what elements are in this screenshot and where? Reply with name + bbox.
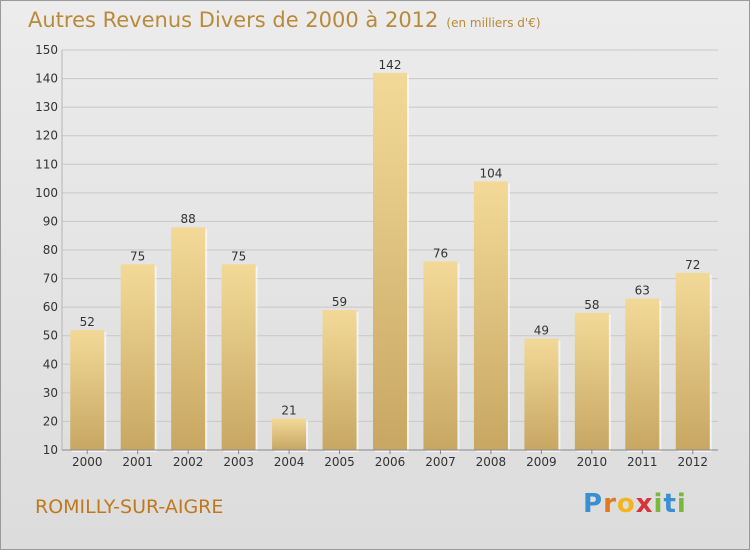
x-tick-label: 2008: [476, 455, 507, 469]
value-label: 63: [635, 284, 650, 298]
chart-title: Autres Revenus Divers de 2000 à 2012 (en …: [28, 8, 541, 32]
value-label: 88: [181, 212, 196, 226]
x-tick-label: 2006: [375, 455, 406, 469]
bar: [322, 310, 357, 450]
bars: [70, 72, 712, 452]
y-tick-label: 150: [35, 43, 58, 57]
y-tick-label: 60: [43, 300, 58, 314]
logo-letter: i: [676, 489, 687, 519]
y-tick-label: 40: [43, 357, 58, 371]
bar: [373, 72, 407, 450]
value-label: 75: [231, 249, 246, 263]
logo-letter: r: [603, 489, 617, 519]
x-tick-label: 2012: [677, 455, 708, 469]
bar: [625, 298, 660, 450]
value-label: 49: [534, 324, 549, 338]
value-labels: 52 75 88 75 21 59 142 76 104 49 58 63 72: [80, 58, 701, 418]
y-tick-label: 50: [43, 329, 58, 343]
y-tick-label: 140: [35, 72, 58, 86]
y-axis: 10 20 30 40 50 60 70 80 90 100 110 120 130 140 150: [35, 43, 58, 457]
x-tick-label: 2004: [274, 455, 305, 469]
value-label: 142: [379, 58, 402, 72]
logo-letter: t: [663, 489, 677, 519]
bar: [574, 312, 609, 450]
town-name: ROMILLY-SUR-AIGRE: [35, 496, 224, 518]
value-label: 52: [80, 315, 95, 329]
bar: [221, 264, 256, 450]
value-label: 59: [332, 295, 347, 309]
bar: [70, 330, 105, 450]
x-tick-label: 2001: [122, 455, 153, 469]
y-tick-label: 20: [43, 414, 58, 428]
y-tick-label: 10: [43, 443, 58, 457]
x-axis: 2000 2001 2002 2003 2004 2005 2006 2007 2008 2009…: [62, 449, 718, 469]
logo-letter: o: [616, 489, 636, 519]
logo-letter: P: [583, 489, 604, 519]
value-label: 21: [281, 404, 296, 418]
bar: [272, 418, 307, 450]
x-tick-label: 2007: [425, 455, 456, 469]
chart-title-text: Autres Revenus Divers de 2000 à 2012: [28, 8, 439, 32]
value-label: 58: [584, 298, 599, 312]
x-tick-label: 2010: [577, 455, 608, 469]
bar: [171, 227, 206, 450]
x-tick-label: 2002: [173, 455, 204, 469]
value-label: 72: [685, 258, 700, 272]
y-tick-label: 70: [43, 272, 58, 286]
value-label: 76: [433, 246, 448, 260]
x-tick-label: 2000: [72, 455, 103, 469]
y-tick-label: 90: [43, 214, 58, 228]
logo-letter: i: [653, 489, 664, 519]
y-tick-label: 30: [43, 386, 58, 400]
bar: [120, 264, 155, 450]
bar: [473, 181, 508, 450]
y-tick-label: 120: [35, 129, 58, 143]
chart-unit: (en milliers d'€): [446, 16, 541, 30]
bar: [423, 261, 458, 450]
x-tick-label: 2011: [627, 455, 658, 469]
x-tick-label: 2009: [526, 455, 557, 469]
value-label: 75: [130, 249, 145, 263]
x-tick-label: 2003: [223, 455, 254, 469]
y-tick-label: 110: [35, 157, 58, 171]
bar: [675, 272, 710, 450]
logo-letter: x: [635, 489, 654, 519]
y-tick-label: 130: [35, 100, 58, 114]
x-tick-label: 2005: [324, 455, 355, 469]
y-tick-label: 100: [35, 186, 58, 200]
bar: [524, 338, 559, 450]
value-label: 104: [479, 166, 502, 180]
y-tick-label: 80: [43, 243, 58, 257]
proxiti-logo: Proxiti: [583, 489, 687, 519]
